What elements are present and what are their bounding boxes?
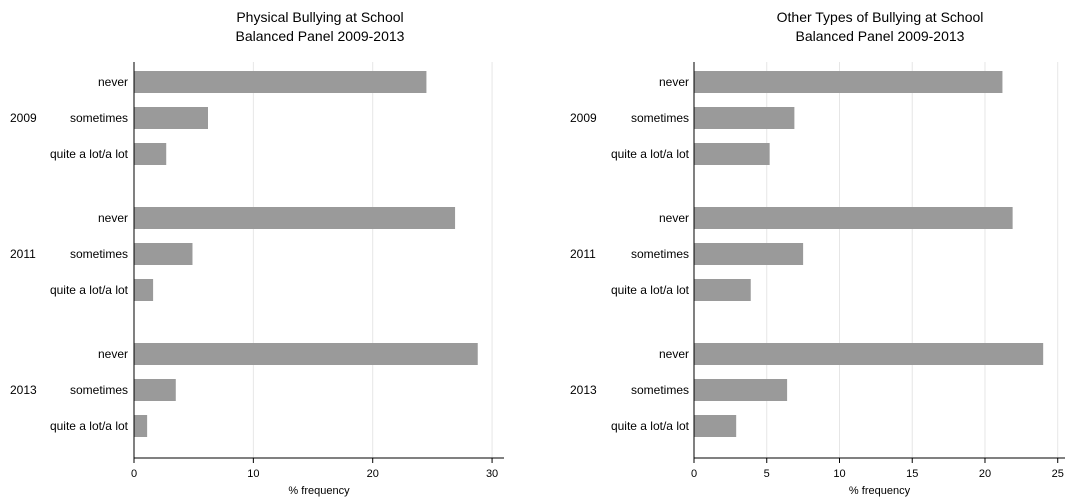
category-label: never	[659, 75, 689, 89]
category-label: quite a lot/a lot	[611, 419, 690, 433]
bar	[694, 207, 1013, 229]
bar	[134, 379, 176, 401]
category-label: quite a lot/a lot	[611, 283, 690, 297]
bar	[694, 415, 737, 437]
group-label: 2011	[10, 247, 36, 261]
x-tick-label: 10	[247, 468, 259, 480]
bar	[134, 279, 154, 301]
bar	[694, 107, 795, 129]
category-label: never	[659, 211, 689, 225]
bar	[134, 71, 427, 93]
bar	[134, 243, 193, 265]
category-label: never	[659, 347, 689, 361]
x-tick-label: 0	[691, 468, 697, 480]
chart-title: Physical Bullying at School	[236, 9, 403, 25]
bar	[694, 279, 751, 301]
bar	[694, 71, 1003, 93]
bar	[134, 143, 167, 165]
x-tick-label: 10	[833, 468, 845, 480]
category-label: sometimes	[70, 247, 128, 261]
chart-title: Balanced Panel 2009-2013	[236, 28, 405, 44]
bar	[694, 243, 804, 265]
category-label: sometimes	[70, 383, 128, 397]
bar	[694, 379, 788, 401]
chart-title: Other Types of Bullying at School	[777, 9, 984, 25]
group-label: 2009	[570, 111, 597, 125]
group-label: 2013	[10, 383, 37, 397]
bar	[134, 207, 456, 229]
x-tick-label: 0	[131, 468, 137, 480]
bar	[694, 343, 1044, 365]
category-label: never	[98, 347, 128, 361]
bar	[134, 415, 148, 437]
x-tick-label: 30	[486, 468, 498, 480]
category-label: quite a lot/a lot	[50, 419, 129, 433]
bar	[134, 343, 478, 365]
category-label: quite a lot/a lot	[50, 283, 129, 297]
x-tick-label: 5	[764, 468, 770, 480]
category-label: sometimes	[631, 111, 689, 125]
chart-title: Balanced Panel 2009-2013	[796, 28, 965, 44]
x-tick-label: 15	[906, 468, 918, 480]
category-label: never	[98, 211, 128, 225]
x-tick-label: 20	[979, 468, 991, 480]
x-tick-label: 25	[1052, 468, 1064, 480]
x-tick-label: 20	[367, 468, 379, 480]
group-label: 2011	[570, 247, 596, 261]
group-label: 2009	[10, 111, 37, 125]
category-label: sometimes	[70, 111, 128, 125]
category-label: quite a lot/a lot	[611, 147, 690, 161]
category-label: sometimes	[631, 383, 689, 397]
x-axis-label: % frequency	[288, 485, 350, 497]
bar	[694, 143, 770, 165]
x-axis-label: % frequency	[849, 485, 911, 497]
group-label: 2013	[570, 383, 597, 397]
category-label: never	[98, 75, 128, 89]
category-label: sometimes	[631, 247, 689, 261]
category-label: quite a lot/a lot	[50, 147, 129, 161]
bar	[134, 107, 208, 129]
